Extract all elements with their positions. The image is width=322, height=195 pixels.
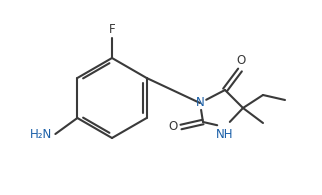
Text: O: O (169, 121, 178, 134)
Text: F: F (109, 23, 115, 36)
Text: H₂N: H₂N (30, 129, 52, 142)
Text: N: N (196, 97, 204, 110)
Text: O: O (236, 54, 246, 67)
Text: NH: NH (216, 128, 234, 141)
